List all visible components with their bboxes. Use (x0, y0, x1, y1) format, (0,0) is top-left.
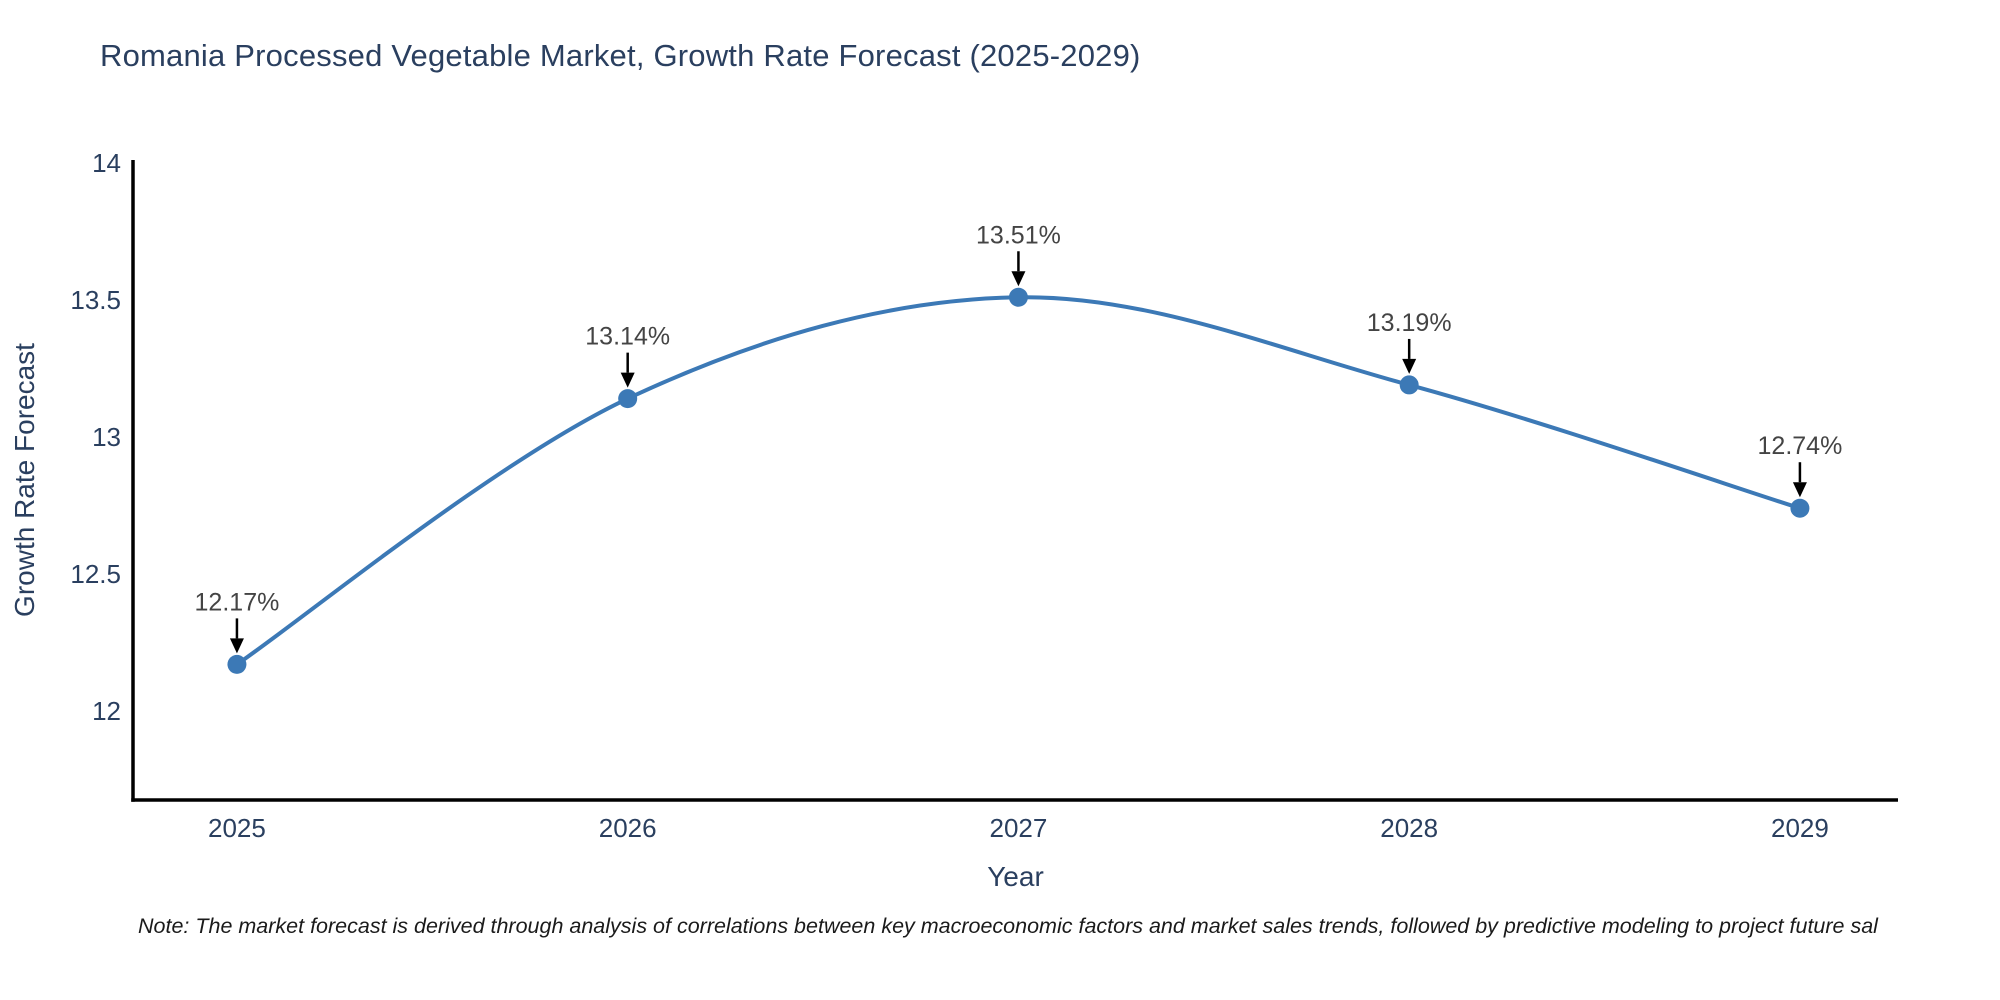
x-axis-title: Year (987, 861, 1044, 892)
data-point (227, 654, 247, 674)
data-point (1008, 287, 1028, 307)
chart-title: Romania Processed Vegetable Market, Grow… (100, 38, 1141, 73)
y-tick-label: 14 (92, 148, 121, 178)
forecast-line (234, 295, 1802, 667)
x-tick-label: 2029 (1771, 813, 1829, 843)
annotation-arrowhead (229, 638, 244, 654)
data-point-label: 12.74% (1758, 432, 1843, 460)
x-tick-label: 2028 (1380, 813, 1438, 843)
data-point (1399, 375, 1419, 395)
y-tick-label: 13.5 (70, 285, 121, 315)
data-point (618, 389, 638, 409)
data-point-label: 13.19% (1367, 309, 1452, 337)
x-tick-label: 2025 (208, 813, 266, 843)
footnote: Note: The market forecast is derived thr… (138, 914, 1878, 938)
annotation-arrowhead (1011, 271, 1026, 287)
data-point-label: 13.14% (585, 323, 670, 351)
y-tick-label: 12.5 (70, 559, 121, 589)
y-axis-title: Growth Rate Forecast (9, 343, 40, 617)
y-tick-label: 12 (92, 696, 121, 726)
annotation-arrowhead (1402, 358, 1417, 374)
annotation-arrowhead (1792, 482, 1807, 498)
y-tick-label: 13 (92, 422, 121, 452)
data-point-label: 12.17% (195, 588, 280, 616)
annotation-arrowhead (620, 372, 635, 388)
x-tick-label: 2027 (990, 813, 1048, 843)
x-tick-label: 2026 (599, 813, 657, 843)
data-point-label: 13.51% (976, 221, 1061, 249)
data-point (1790, 498, 1810, 518)
